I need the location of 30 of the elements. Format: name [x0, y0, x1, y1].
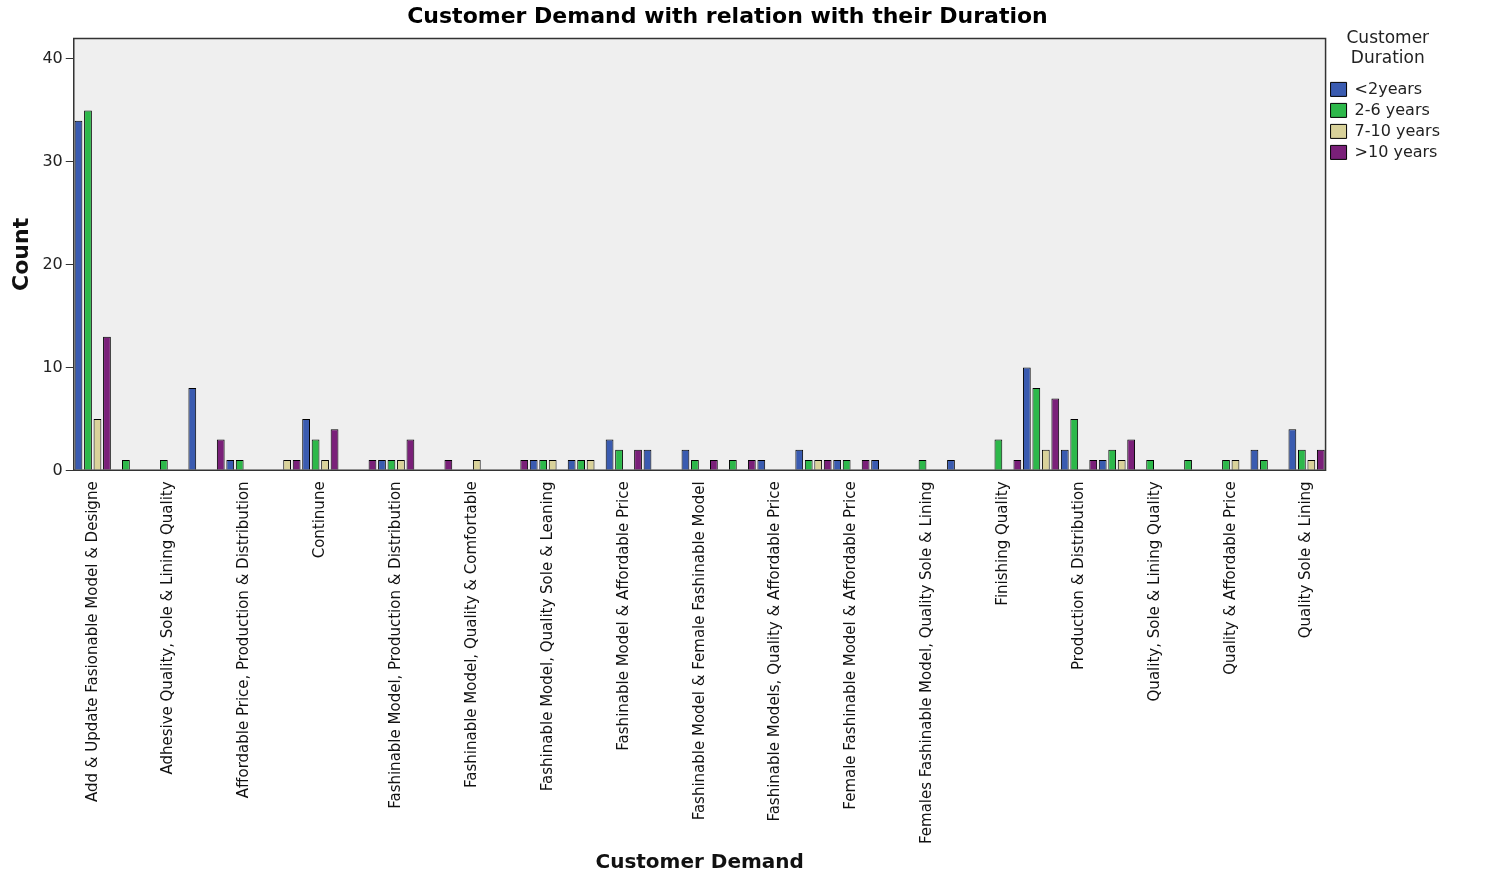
y-axis-title: Count: [7, 217, 33, 291]
legend-label: >10 years: [1354, 141, 1438, 161]
y-tick-label: 10: [42, 356, 63, 376]
legend-label: <2years: [1354, 78, 1423, 98]
x-tick-label: Production & Distribution: [1068, 481, 1087, 670]
x-tick-label: Fashinable Model, Quality Sole & Leaning: [537, 481, 556, 792]
x-tick-label: Quality, Sole & Lining Quality: [1144, 481, 1163, 702]
x-tick-label: Fashinable Model & Affordable Price: [613, 481, 632, 751]
x-tick-label: Quality Sole & Lining: [1296, 481, 1315, 639]
x-tick-label: Fashinable Model, Quality & Comfortable: [461, 481, 480, 788]
x-tick-label: Affordable Price, Production & Distribution: [234, 481, 253, 799]
y-tick-label: 20: [42, 253, 63, 273]
x-tick-label: Add & Update Fasionable Model & Designe: [82, 481, 101, 803]
x-tick-label: Adhesive Quality, Sole & Lining Quality: [158, 481, 177, 775]
x-tick-label: Fashinable Model & Female Fashinable Model: [689, 481, 708, 821]
x-tick-label: Fashinable Models, Quality & Affordable Price: [765, 481, 784, 822]
legend-title: Customer Duration: [1346, 26, 1430, 68]
x-tick-label: Continune: [310, 481, 329, 559]
x-tick-label: Female Fashinable Model & Affordable Price: [841, 481, 860, 810]
x-tick-label: Finishing Quality: [993, 481, 1012, 606]
x-axis-title: Customer Demand: [595, 849, 804, 874]
x-tick-label: Fashinable Model, Production & Distribution: [386, 481, 405, 809]
y-tick-label: 0: [52, 459, 63, 479]
x-tick-label: Females Fashinable Model, Quality Sole & Lining: [917, 481, 936, 845]
y-tick-label: 40: [42, 48, 63, 68]
legend-label: 7-10 years: [1354, 120, 1441, 140]
legend-label: 2-6 years: [1354, 99, 1430, 119]
x-tick-label: Quality & Affordable Price: [1220, 481, 1239, 675]
y-tick-label: 30: [42, 150, 63, 170]
chart-title: Customer Demand with relation with their Duration: [407, 2, 1048, 28]
